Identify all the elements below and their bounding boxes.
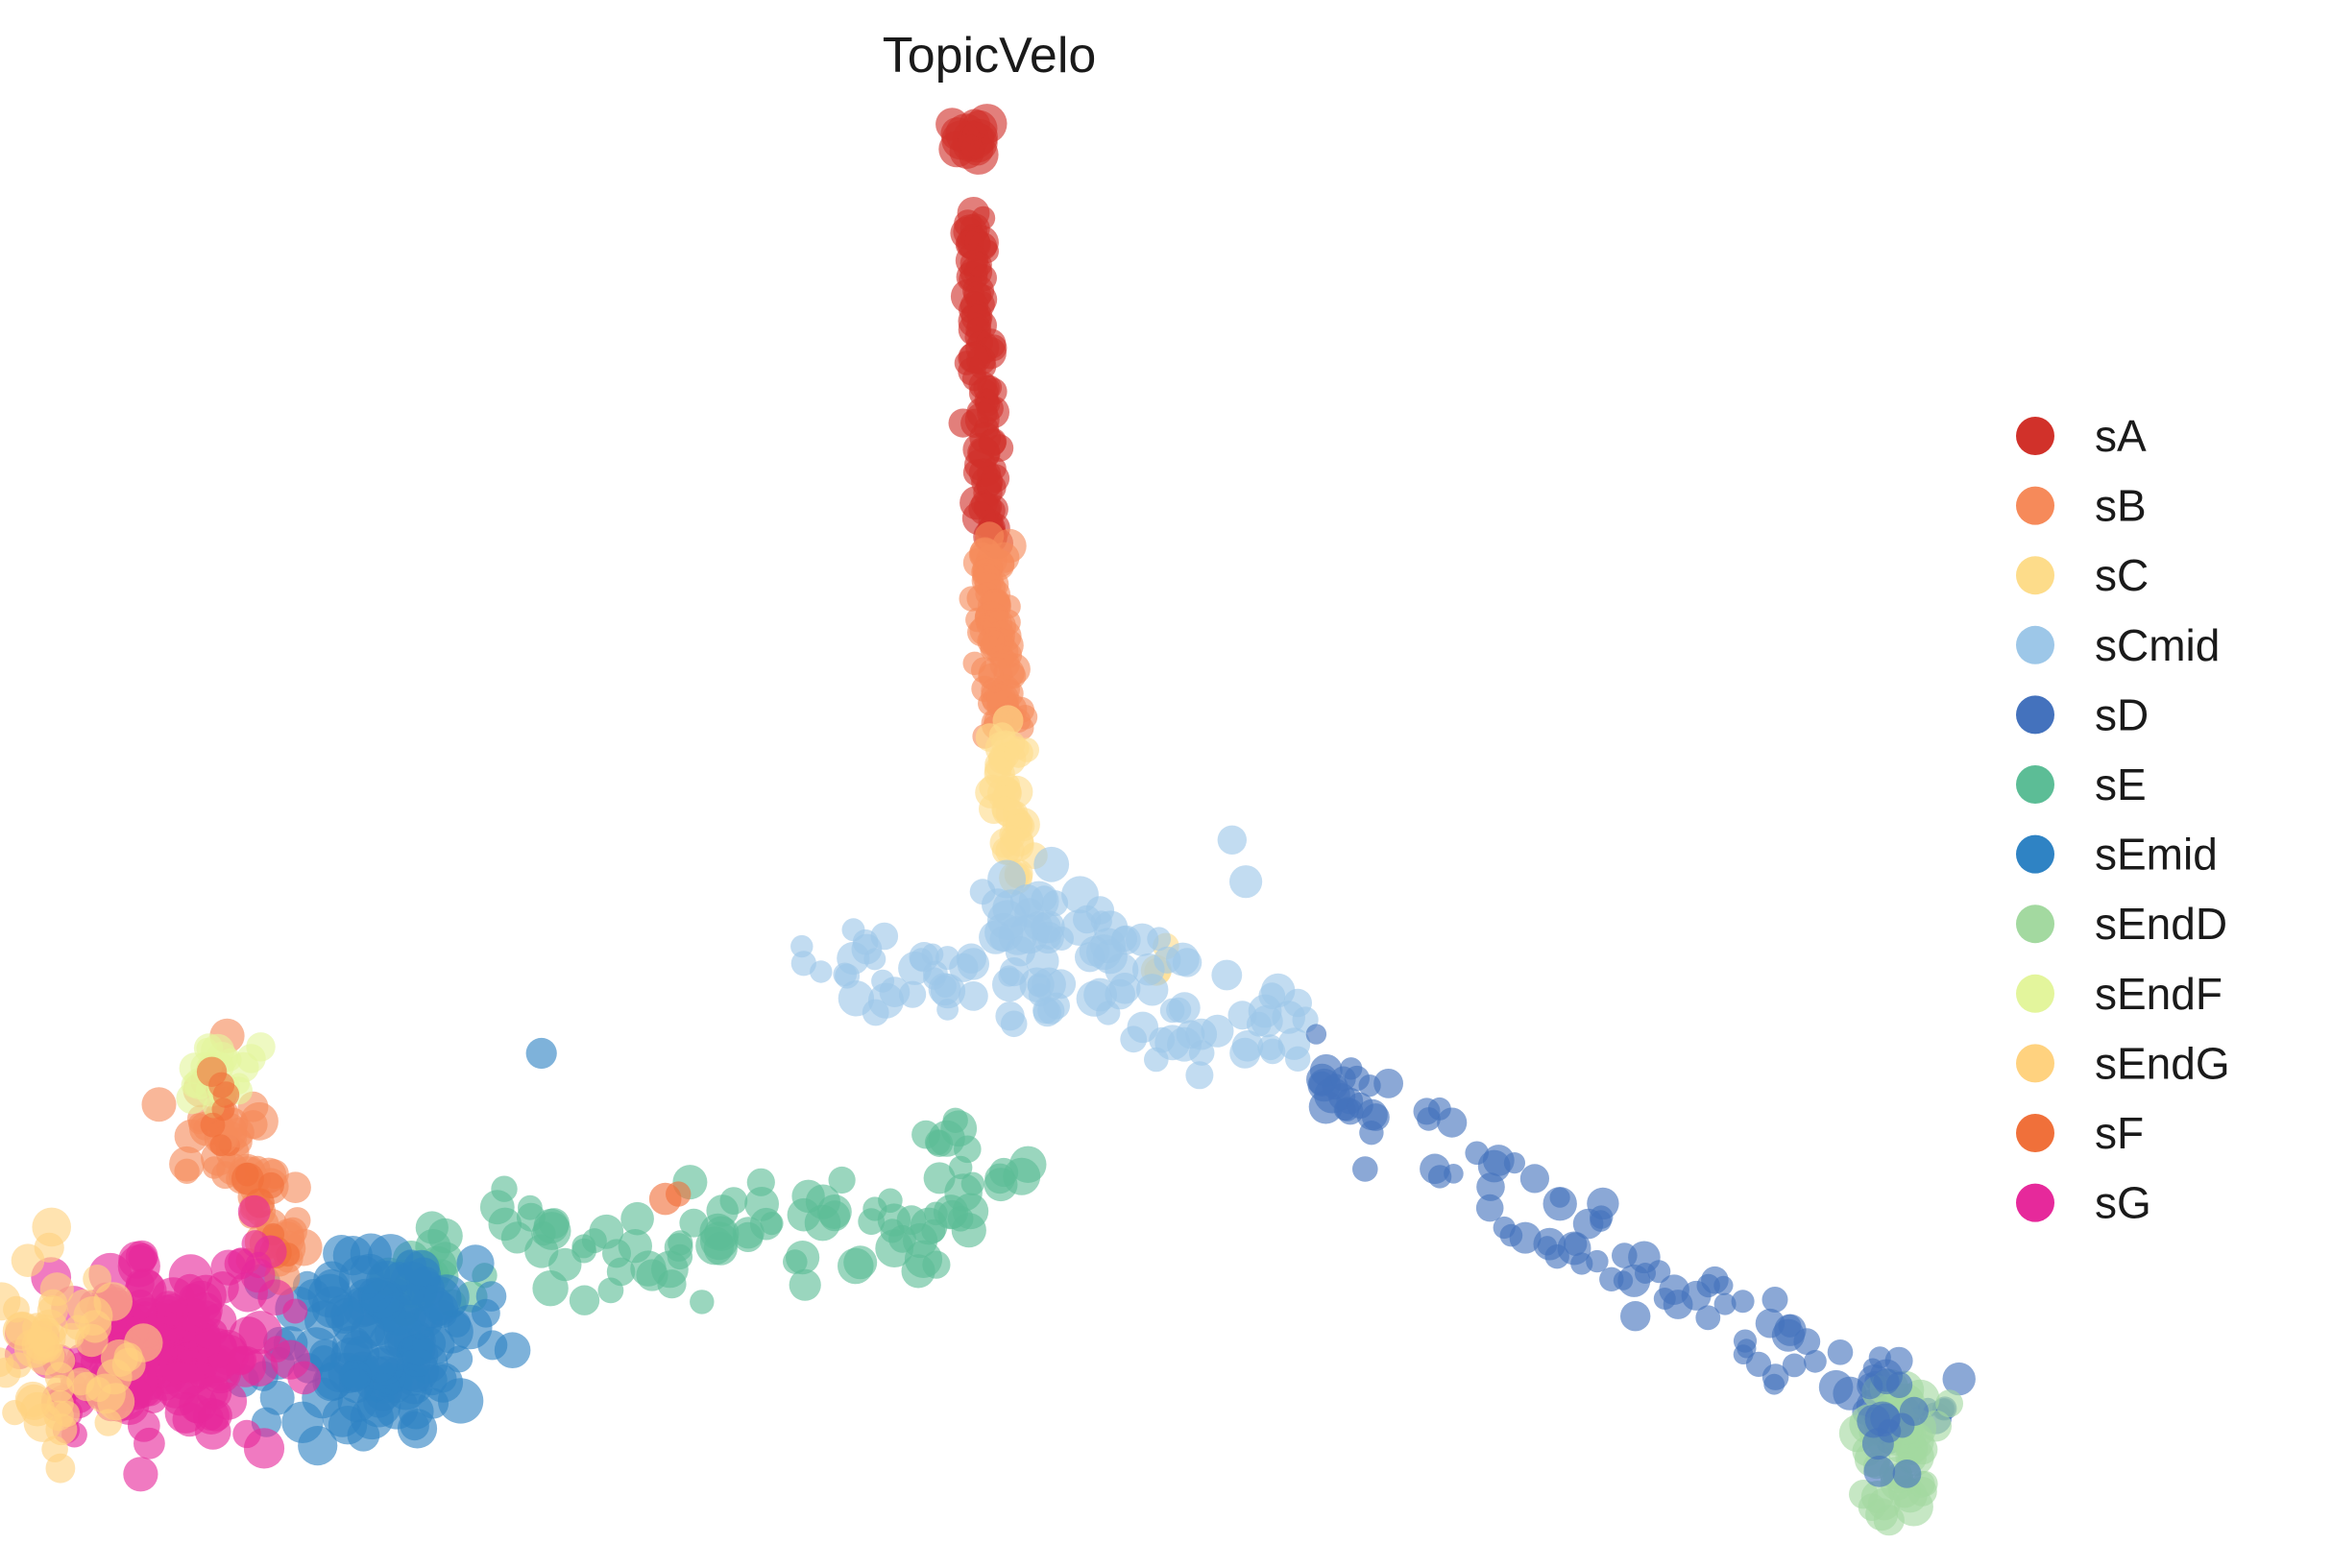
svg-text:sEndF: sEndF — [2095, 969, 2223, 1019]
svg-text:sD: sD — [2095, 689, 2149, 739]
svg-text:sG: sG — [2095, 1178, 2151, 1228]
svg-text:sEndD: sEndD — [2095, 899, 2227, 949]
svg-text:sEmid: sEmid — [2095, 830, 2218, 880]
svg-text:sC: sC — [2095, 550, 2149, 600]
svg-text:sA: sA — [2095, 411, 2147, 461]
svg-text:sE: sE — [2095, 760, 2147, 809]
svg-text:sF: sF — [2095, 1108, 2144, 1158]
svg-text:sEndG: sEndG — [2095, 1038, 2230, 1088]
svg-text:sB: sB — [2095, 481, 2147, 531]
svg-text:sCmid: sCmid — [2095, 620, 2220, 670]
